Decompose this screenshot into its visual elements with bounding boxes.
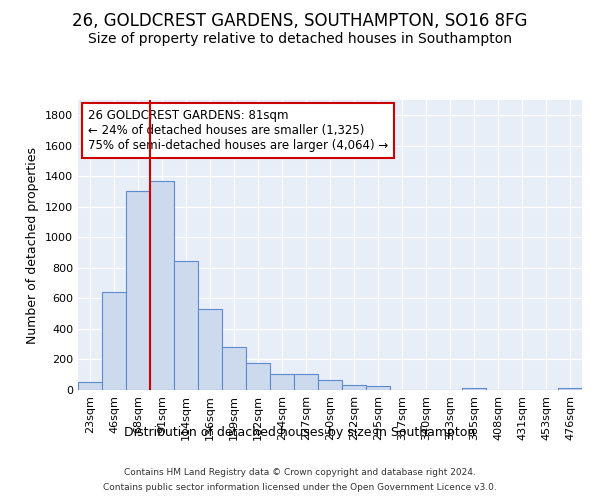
Bar bbox=[318, 380, 342, 390]
Bar bbox=[198, 309, 222, 390]
Bar bbox=[126, 191, 150, 390]
Bar bbox=[462, 388, 486, 390]
Text: 26 GOLDCREST GARDENS: 81sqm
← 24% of detached houses are smaller (1,325)
75% of : 26 GOLDCREST GARDENS: 81sqm ← 24% of det… bbox=[88, 108, 388, 152]
Bar bbox=[246, 362, 270, 390]
Bar bbox=[270, 374, 294, 390]
Bar bbox=[342, 384, 366, 390]
Bar bbox=[366, 386, 390, 390]
Text: Size of property relative to detached houses in Southampton: Size of property relative to detached ho… bbox=[88, 32, 512, 46]
Bar bbox=[150, 181, 174, 390]
Y-axis label: Number of detached properties: Number of detached properties bbox=[26, 146, 40, 344]
Text: Contains HM Land Registry data © Crown copyright and database right 2024.: Contains HM Land Registry data © Crown c… bbox=[124, 468, 476, 477]
Text: Contains public sector information licensed under the Open Government Licence v3: Contains public sector information licen… bbox=[103, 483, 497, 492]
Text: 26, GOLDCREST GARDENS, SOUTHAMPTON, SO16 8FG: 26, GOLDCREST GARDENS, SOUTHAMPTON, SO16… bbox=[72, 12, 528, 30]
Bar bbox=[222, 348, 246, 390]
Bar bbox=[78, 382, 102, 390]
Bar bbox=[294, 374, 318, 390]
Bar bbox=[174, 261, 198, 390]
Text: Distribution of detached houses by size in Southampton: Distribution of detached houses by size … bbox=[124, 426, 476, 439]
Bar bbox=[558, 388, 582, 390]
Bar bbox=[102, 292, 126, 390]
